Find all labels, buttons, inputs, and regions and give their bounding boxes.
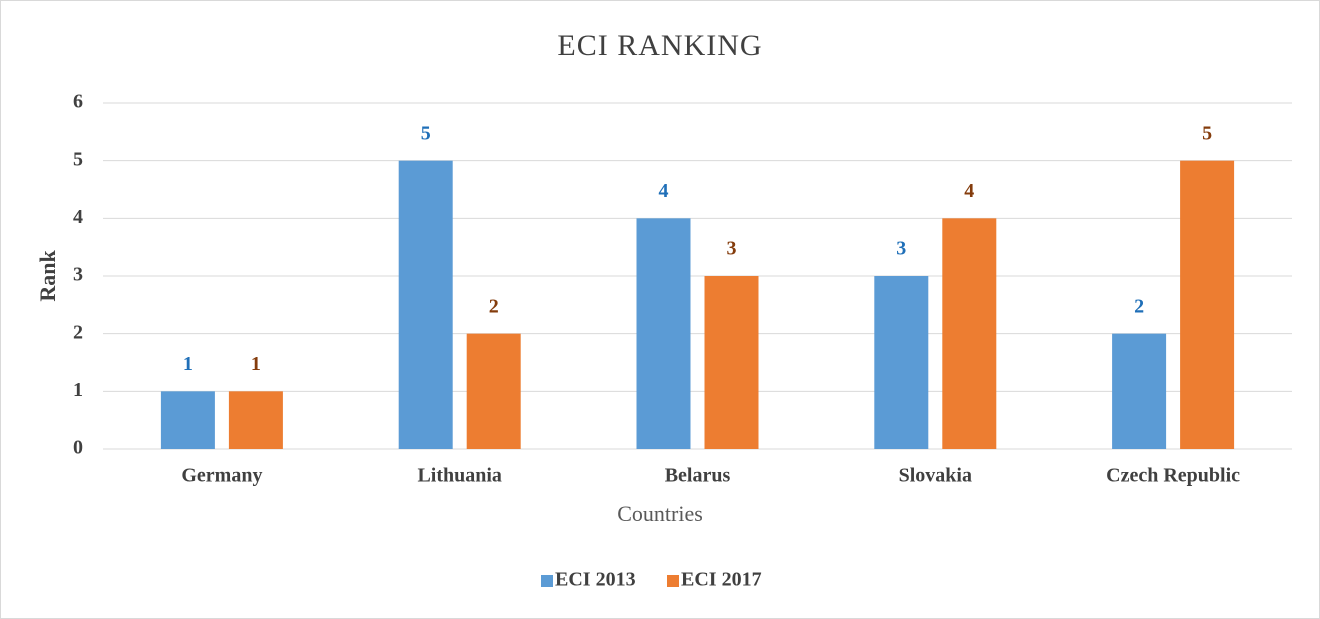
x-tick-label: Belarus — [665, 465, 731, 487]
x-tick-label: Germany — [181, 465, 262, 487]
data-label: 5 — [421, 122, 431, 144]
y-tick-label: 5 — [73, 148, 83, 170]
x-tick-label: Lithuania — [417, 465, 501, 487]
bar — [1180, 160, 1235, 449]
bar — [704, 276, 759, 449]
y-tick-label: 0 — [73, 437, 83, 459]
bar — [466, 333, 521, 449]
data-label: 5 — [1202, 122, 1212, 144]
y-tick-label: 1 — [73, 379, 83, 401]
bar — [942, 218, 997, 449]
data-label: 3 — [896, 238, 906, 260]
bar — [874, 276, 929, 449]
y-tick-label: 3 — [73, 264, 83, 286]
chart-title: ECI RANKING — [557, 29, 762, 62]
bar — [1112, 333, 1167, 449]
data-label: 1 — [183, 353, 193, 375]
data-label: 2 — [1134, 295, 1144, 317]
y-tick-label: 2 — [73, 321, 83, 343]
x-axis-label: Countries — [617, 501, 703, 526]
data-label: 4 — [964, 180, 974, 202]
bar — [398, 160, 453, 449]
y-tick-label: 4 — [73, 206, 83, 228]
legend-label: ECI 2013 — [555, 569, 636, 591]
data-label: 2 — [489, 295, 499, 317]
y-tick-label: 6 — [73, 91, 83, 113]
data-label: 3 — [727, 238, 737, 260]
data-label: 4 — [659, 180, 669, 202]
x-tick-label: Czech Republic — [1106, 465, 1240, 487]
y-axis-label: Rank — [35, 250, 60, 302]
bar — [160, 391, 215, 449]
x-tick-label: Slovakia — [899, 465, 972, 487]
legend-label: ECI 2017 — [681, 569, 762, 591]
legend-swatch — [541, 575, 553, 587]
bar — [228, 391, 283, 449]
legend-swatch — [667, 575, 679, 587]
bar — [636, 218, 691, 449]
data-label: 1 — [251, 353, 261, 375]
